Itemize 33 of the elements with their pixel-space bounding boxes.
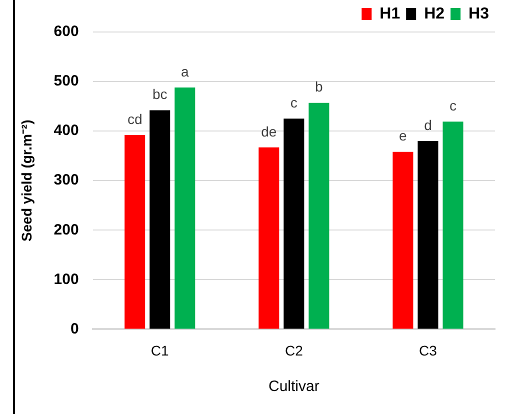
- data-label: a: [180, 63, 189, 80]
- bar: [284, 118, 304, 329]
- bar: [150, 110, 170, 329]
- legend-label: H1: [380, 5, 400, 22]
- bar: [308, 102, 330, 329]
- data-label: d: [424, 116, 432, 133]
- data-label: de: [261, 123, 277, 140]
- y-tick-label: 500: [54, 72, 79, 90]
- data-label: c: [290, 94, 298, 111]
- y-tick-label: 400: [54, 122, 79, 140]
- bar: [418, 140, 438, 329]
- x-axis-title: Cultivar: [268, 378, 320, 396]
- y-tick-label: 0: [70, 320, 79, 338]
- bar: [258, 147, 280, 329]
- data-label: bc: [152, 86, 168, 102]
- bar: [124, 135, 146, 329]
- y-tick-label: 100: [54, 270, 79, 288]
- y-tick-label: 300: [54, 172, 79, 189]
- bar: [392, 152, 414, 329]
- legend-label: H3: [468, 5, 490, 22]
- x-tick-label: C3: [419, 342, 438, 358]
- data-label: c: [449, 98, 456, 114]
- data-label: e: [399, 128, 408, 144]
- data-label: b: [315, 78, 324, 95]
- x-tick-label: C2: [284, 342, 304, 358]
- bar: [174, 87, 196, 329]
- y-tick-label: 600: [54, 23, 79, 40]
- y-axis-title: Seed yield (gr.m⁻²): [18, 120, 34, 242]
- legend-label: H2: [424, 5, 445, 22]
- x-tick-label: C1: [150, 342, 170, 358]
- y-tick-label: 200: [54, 221, 79, 238]
- bar: [442, 122, 464, 329]
- data-label: cd: [127, 110, 142, 127]
